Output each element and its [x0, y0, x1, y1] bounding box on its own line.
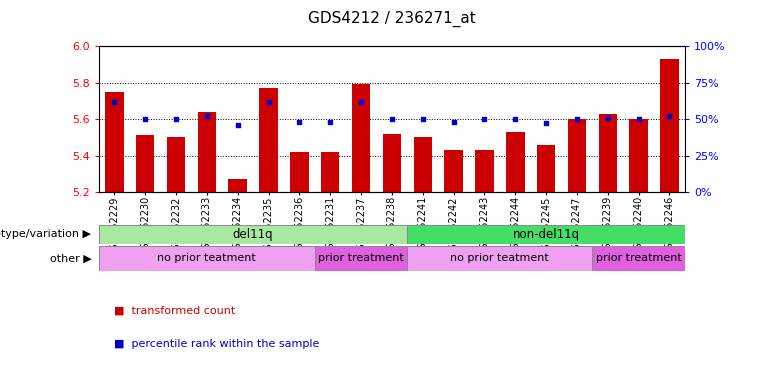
Bar — [383, 134, 401, 192]
Text: GDS4212 / 236271_at: GDS4212 / 236271_at — [308, 11, 476, 27]
Bar — [260, 88, 278, 192]
Text: ■  transformed count: ■ transformed count — [114, 306, 235, 316]
Text: no prior teatment: no prior teatment — [158, 253, 256, 263]
Bar — [321, 152, 339, 192]
Bar — [136, 136, 154, 192]
Text: del11q: del11q — [233, 228, 273, 241]
Bar — [315, 246, 407, 271]
Bar — [413, 137, 432, 192]
Point — [231, 122, 244, 128]
Point — [201, 113, 213, 119]
Bar — [407, 246, 592, 271]
Point — [479, 116, 491, 122]
Point — [355, 98, 367, 104]
Point — [324, 119, 336, 125]
Bar — [105, 92, 123, 192]
Point — [447, 119, 460, 125]
Bar — [599, 114, 617, 192]
Bar — [537, 145, 556, 192]
Point — [571, 116, 583, 122]
Point — [108, 98, 120, 104]
Bar — [407, 225, 685, 244]
Bar — [629, 119, 648, 192]
Bar — [506, 132, 524, 192]
Text: no prior teatment: no prior teatment — [451, 253, 549, 263]
Text: prior treatment: prior treatment — [318, 253, 404, 263]
Text: other ▶: other ▶ — [49, 253, 91, 263]
Point — [139, 116, 151, 122]
Bar — [198, 112, 216, 192]
Point — [602, 114, 614, 121]
Point — [540, 120, 552, 126]
Text: non-del11q: non-del11q — [513, 228, 580, 241]
Bar — [592, 246, 685, 271]
Bar — [99, 225, 407, 244]
Bar — [475, 150, 494, 192]
Point — [664, 113, 676, 119]
Bar — [228, 179, 247, 192]
Point — [263, 98, 275, 104]
Bar — [568, 119, 586, 192]
Text: genotype/variation ▶: genotype/variation ▶ — [0, 229, 91, 239]
Bar — [661, 59, 679, 192]
Bar — [444, 150, 463, 192]
Point — [417, 116, 429, 122]
Text: ■  percentile rank within the sample: ■ percentile rank within the sample — [114, 339, 320, 349]
Bar — [352, 84, 371, 192]
Bar — [167, 137, 185, 192]
Bar — [99, 246, 315, 271]
Point — [170, 116, 182, 122]
Point — [386, 116, 398, 122]
Point — [632, 116, 645, 122]
Point — [293, 119, 305, 125]
Bar — [290, 152, 309, 192]
Text: prior treatment: prior treatment — [596, 253, 682, 263]
Point — [509, 116, 521, 122]
